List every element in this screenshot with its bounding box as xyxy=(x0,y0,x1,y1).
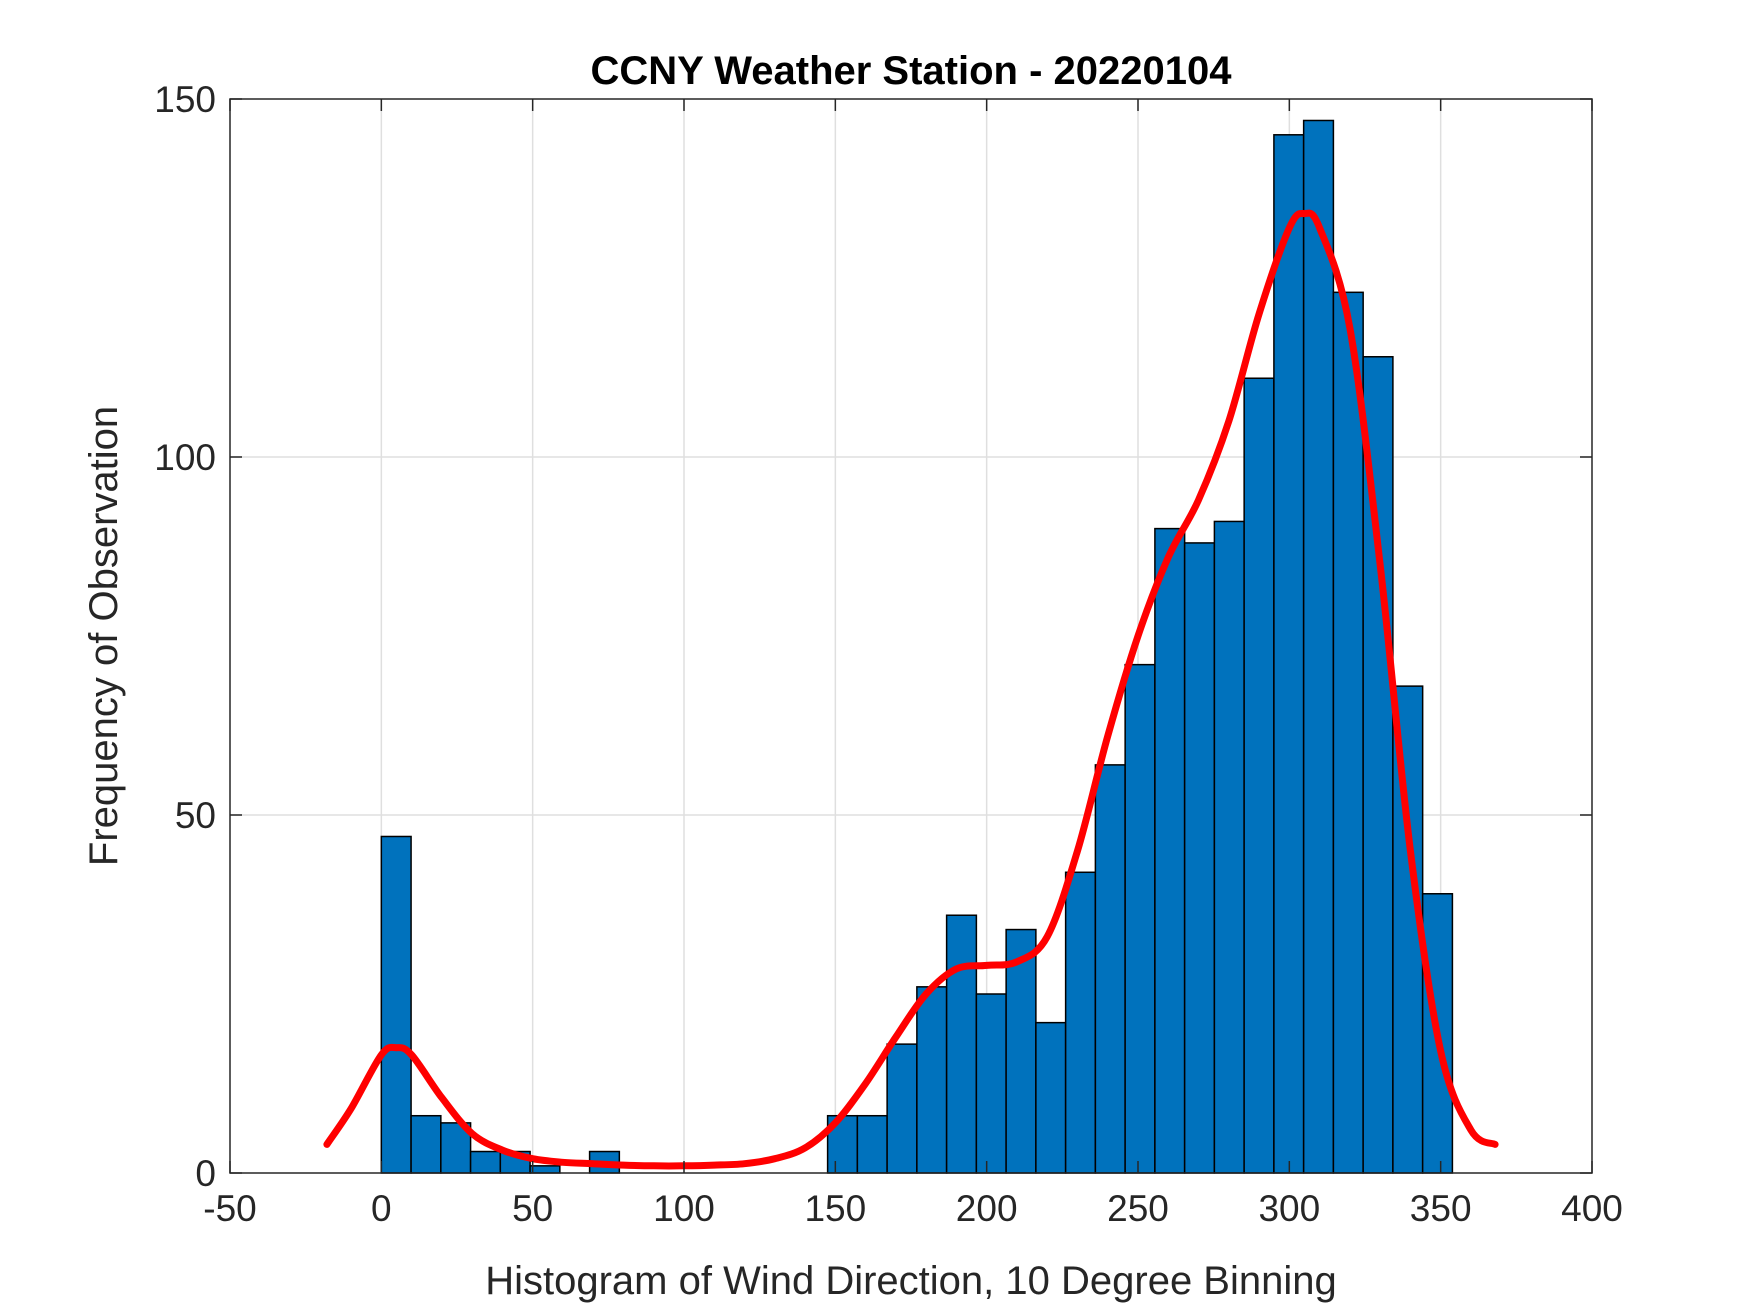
histogram-bar xyxy=(1124,663,1156,1174)
histogram-bars xyxy=(380,119,1454,1174)
y-tick-label: 0 xyxy=(195,1153,216,1194)
histogram-bar xyxy=(1183,542,1216,1174)
x-tick-label: 350 xyxy=(1410,1188,1472,1229)
x-tick-label: -50 xyxy=(203,1188,256,1229)
histogram-bar xyxy=(886,1043,918,1174)
histogram-bar xyxy=(1273,134,1305,1174)
histogram-bar xyxy=(529,1165,561,1174)
histogram-bar xyxy=(1154,527,1186,1174)
x-tick-label: 50 xyxy=(512,1188,553,1229)
histogram-bar xyxy=(1094,764,1126,1174)
x-axis-title: Histogram of Wind Direction, 10 Degree B… xyxy=(485,1259,1337,1303)
x-tick-label: 200 xyxy=(956,1188,1018,1229)
histogram-bar xyxy=(1213,520,1245,1174)
y-tick-label: 150 xyxy=(154,79,216,120)
density-curve xyxy=(323,209,1499,1170)
x-tick-label: 0 xyxy=(371,1188,392,1229)
histogram-bar xyxy=(856,1114,888,1174)
x-tick-label: 100 xyxy=(653,1188,715,1229)
y-axis-title: Frequency of Observation xyxy=(82,406,126,866)
histogram-bar xyxy=(1035,1021,1067,1174)
axes xyxy=(229,98,1593,1174)
axes-box xyxy=(229,98,1593,1174)
histogram-bar xyxy=(380,835,412,1174)
histogram-bar xyxy=(1362,356,1394,1174)
histogram-bar xyxy=(916,986,948,1174)
histogram-bar xyxy=(1332,291,1364,1174)
chart-title: CCNY Weather Station - 20220104 xyxy=(591,49,1233,93)
histogram-bar xyxy=(945,914,978,1174)
x-tick-label: 250 xyxy=(1107,1188,1169,1229)
x-tick-label: 150 xyxy=(804,1188,866,1229)
histogram-bar xyxy=(975,993,1007,1174)
y-tick-label: 50 xyxy=(175,795,216,836)
y-tick-label: 100 xyxy=(154,437,216,478)
histogram-bar xyxy=(469,1150,502,1174)
histogram-bar xyxy=(410,1114,442,1174)
histogram-bar xyxy=(1005,928,1037,1174)
histogram-bar xyxy=(1064,871,1097,1174)
x-tick-label: 300 xyxy=(1258,1188,1320,1229)
histogram-bar xyxy=(1302,119,1335,1174)
histogram-bar xyxy=(1243,377,1275,1174)
density-curve-layer xyxy=(323,209,1499,1170)
x-tick-label: 400 xyxy=(1561,1188,1623,1229)
